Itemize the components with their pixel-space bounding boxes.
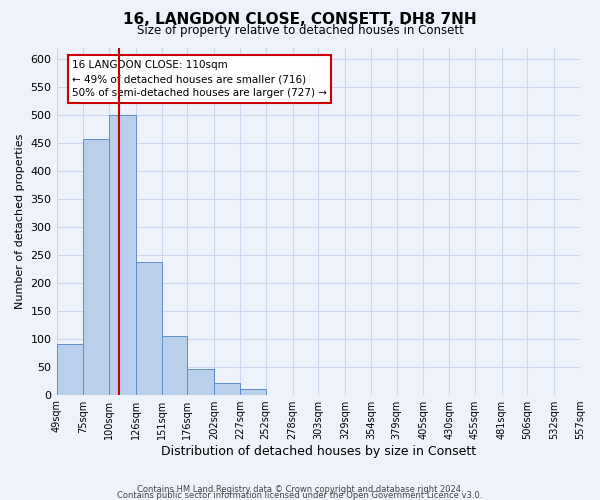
Y-axis label: Number of detached properties: Number of detached properties bbox=[15, 134, 25, 308]
Bar bbox=[187, 370, 214, 394]
Text: Size of property relative to detached houses in Consett: Size of property relative to detached ho… bbox=[137, 24, 463, 37]
Text: 16 LANGDON CLOSE: 110sqm
← 49% of detached houses are smaller (716)
50% of semi-: 16 LANGDON CLOSE: 110sqm ← 49% of detach… bbox=[72, 60, 327, 98]
Bar bbox=[109, 114, 136, 394]
Bar bbox=[56, 344, 83, 395]
Text: Contains HM Land Registry data © Crown copyright and database right 2024.: Contains HM Land Registry data © Crown c… bbox=[137, 485, 463, 494]
Text: Contains public sector information licensed under the Open Government Licence v3: Contains public sector information licen… bbox=[118, 490, 482, 500]
Bar bbox=[214, 384, 240, 394]
Bar bbox=[83, 138, 109, 394]
Bar bbox=[240, 389, 266, 394]
Bar bbox=[136, 262, 161, 394]
Text: 16, LANGDON CLOSE, CONSETT, DH8 7NH: 16, LANGDON CLOSE, CONSETT, DH8 7NH bbox=[123, 12, 477, 28]
X-axis label: Distribution of detached houses by size in Consett: Distribution of detached houses by size … bbox=[161, 444, 476, 458]
Bar bbox=[161, 336, 187, 394]
